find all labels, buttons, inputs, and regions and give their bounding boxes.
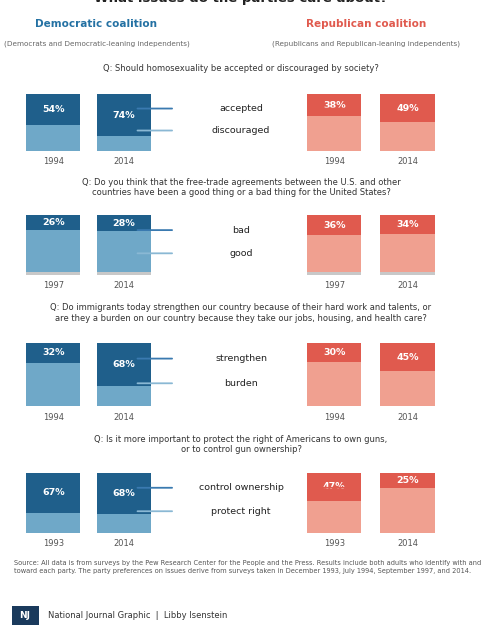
Bar	[26, 230, 80, 272]
Text: Q: Should homosexuality be accepted or discouraged by society?: Q: Should homosexuality be accepted or d…	[103, 64, 379, 72]
Text: 45%: 45%	[396, 353, 419, 362]
Bar	[26, 363, 80, 406]
Text: 2014: 2014	[114, 413, 134, 422]
Bar	[26, 513, 80, 533]
Bar	[97, 231, 151, 272]
Text: strengthen: strengthen	[215, 354, 267, 363]
Bar	[97, 215, 151, 231]
Text: 38%: 38%	[323, 101, 346, 110]
Text: 2014: 2014	[397, 281, 418, 290]
Bar	[307, 272, 362, 275]
Text: 2014: 2014	[114, 281, 134, 290]
Bar	[97, 94, 151, 136]
Text: 34%: 34%	[396, 220, 419, 229]
Text: 30%: 30%	[323, 348, 346, 357]
Bar	[380, 488, 435, 533]
Bar	[26, 215, 80, 230]
Bar	[26, 343, 80, 363]
Bar	[307, 362, 362, 406]
Bar	[26, 472, 80, 513]
Text: discouraged: discouraged	[212, 126, 270, 135]
Text: 54%: 54%	[42, 105, 65, 114]
Bar	[97, 386, 151, 406]
Text: 74%: 74%	[113, 111, 135, 120]
Bar	[97, 513, 151, 533]
Bar	[307, 472, 362, 501]
Bar	[380, 371, 435, 406]
Text: What issues do the parties care about?: What issues do the parties care about?	[94, 0, 388, 5]
Bar	[307, 116, 362, 151]
Text: 1997: 1997	[43, 281, 64, 290]
Text: 68%: 68%	[113, 360, 135, 369]
Text: 47%: 47%	[323, 483, 346, 491]
Text: (Democrats and Democratic-leaning independents): (Democrats and Democratic-leaning indepe…	[3, 40, 189, 47]
Bar	[380, 234, 435, 272]
Bar	[380, 272, 435, 275]
Bar	[307, 236, 362, 272]
Bar	[26, 94, 80, 125]
Text: Source: All data is from surveys by the Pew Research Center for the People and t: Source: All data is from surveys by the …	[14, 560, 482, 575]
Bar	[307, 501, 362, 533]
Text: control ownership: control ownership	[199, 483, 283, 492]
Bar	[26, 125, 80, 151]
Bar	[380, 215, 435, 234]
Bar	[26, 272, 80, 275]
Bar	[380, 94, 435, 122]
Text: 1993: 1993	[324, 539, 345, 548]
Bar	[12, 606, 39, 625]
Bar	[380, 472, 435, 488]
Text: Q: Is it more important to protect the right of Americans to own guns,
or to con: Q: Is it more important to protect the r…	[94, 435, 388, 454]
Text: 2014: 2014	[114, 157, 134, 166]
Bar	[307, 215, 362, 236]
Bar	[97, 472, 151, 513]
Text: burden: burden	[224, 379, 258, 388]
Text: 2014: 2014	[397, 157, 418, 166]
Text: good: good	[229, 249, 253, 258]
Text: 67%: 67%	[42, 488, 65, 498]
Text: bad: bad	[232, 226, 250, 234]
Text: 1993: 1993	[43, 539, 64, 548]
Text: Q: Do you think that the free-trade agreements between the U.S. and other
countr: Q: Do you think that the free-trade agre…	[81, 178, 401, 197]
Text: 68%: 68%	[113, 489, 135, 498]
Text: 49%: 49%	[396, 104, 419, 113]
Bar	[97, 272, 151, 275]
Text: NJ: NJ	[20, 611, 30, 620]
Text: Q: Do immigrants today strengthen our country because of their hard work and tal: Q: Do immigrants today strengthen our co…	[51, 304, 431, 323]
Text: Republican coalition: Republican coalition	[306, 20, 427, 30]
Bar	[307, 94, 362, 116]
Text: protect right: protect right	[211, 507, 271, 516]
Text: 26%: 26%	[42, 218, 65, 227]
Text: 2014: 2014	[397, 539, 418, 548]
Text: 25%: 25%	[396, 476, 419, 484]
Bar	[97, 136, 151, 151]
Bar	[380, 343, 435, 371]
Text: 32%: 32%	[42, 348, 65, 357]
Text: (Republicans and Republican-leaning independents): (Republicans and Republican-leaning inde…	[272, 40, 460, 47]
Text: 1997: 1997	[324, 281, 345, 290]
Text: 36%: 36%	[323, 221, 346, 230]
Text: 1994: 1994	[324, 413, 345, 422]
Text: Democratic coalition: Democratic coalition	[35, 20, 158, 30]
Text: 28%: 28%	[113, 219, 135, 227]
Text: accepted: accepted	[219, 104, 263, 113]
Bar	[380, 122, 435, 151]
Bar	[307, 343, 362, 362]
Text: 2014: 2014	[397, 413, 418, 422]
Text: 1994: 1994	[43, 157, 64, 166]
Text: 2014: 2014	[114, 539, 134, 548]
Text: 1994: 1994	[43, 413, 64, 422]
Bar	[97, 343, 151, 386]
Text: National Journal Graphic  |  Libby Isenstein: National Journal Graphic | Libby Isenste…	[48, 611, 228, 620]
Text: 1994: 1994	[324, 157, 345, 166]
